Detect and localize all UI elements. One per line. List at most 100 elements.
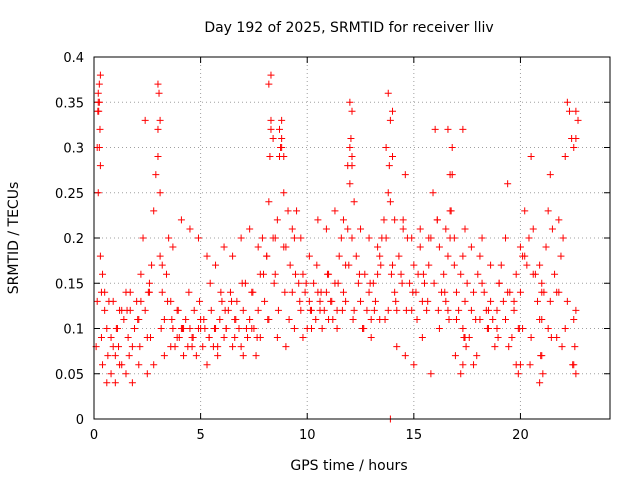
data-point [290,234,298,242]
data-point [450,261,458,269]
data-point [284,207,292,215]
data-point [280,243,288,251]
data-point [366,279,374,287]
data-point [544,325,552,332]
data-point [459,361,467,369]
data-point [474,270,482,278]
data-point [555,216,563,224]
data-point [314,216,322,224]
data-point [523,261,531,269]
data-point [555,288,563,296]
data-point [273,334,281,342]
data-point [267,125,275,133]
data-point [156,189,164,197]
data-point [167,343,175,351]
data-point [536,379,544,387]
data-point [510,306,518,314]
data-point [418,334,426,342]
data-point [322,225,330,233]
data-point [402,306,410,314]
data-point [291,270,299,278]
data-point [258,234,266,242]
data-point [393,306,401,314]
data-point [406,279,414,287]
data-point [445,315,453,323]
data-point [164,297,172,305]
data-point [539,370,547,378]
data-point [296,297,304,305]
data-point [280,153,288,161]
data-point [124,334,132,342]
data-point [504,180,512,188]
data-point [157,325,165,332]
x-tick-label: 20 [512,428,529,443]
data-point [165,234,173,242]
data-point [569,361,577,369]
data-point [476,252,484,260]
data-point [299,270,307,278]
data-point [229,343,237,351]
data-point [271,234,279,242]
data-point [325,315,333,323]
data-point [160,352,168,360]
data-point [548,225,556,233]
data-point [546,297,554,305]
data-point [137,270,145,278]
data-point [299,334,307,342]
data-point [218,297,226,305]
data-point [357,297,365,305]
data-point [376,252,384,260]
data-point [297,234,305,242]
y-tick-label: 0.05 [55,368,84,383]
data-point [94,107,102,115]
data-point [237,234,245,242]
data-point [316,297,324,305]
data-point [401,352,409,360]
data-point [516,288,524,296]
data-point [512,270,520,278]
y-tick-label: 0 [76,413,84,428]
data-point [222,325,230,332]
data-point [270,279,278,287]
x-tick-label: 10 [299,428,316,443]
data-point [107,334,115,342]
data-point [169,325,177,332]
data-point [572,134,580,142]
data-point [285,315,293,323]
data-point [143,370,151,378]
data-point [274,306,282,314]
data-point [502,234,510,242]
data-point [155,89,163,97]
data-point [389,107,397,115]
data-point [457,270,465,278]
data-point [386,198,394,206]
data-point [461,225,469,233]
data-point [434,306,442,314]
data-point [572,107,580,115]
data-point [331,207,339,215]
data-point [282,343,290,351]
data-point [154,153,162,161]
data-point [131,325,139,332]
data-point [307,325,315,332]
data-point [244,334,252,342]
data-point [109,297,117,305]
data-point [397,270,405,278]
data-point [94,89,102,97]
data-point [96,162,104,170]
data-point [462,343,470,351]
data-point [141,116,149,124]
data-point [423,306,431,314]
data-point [220,243,228,251]
data-point [348,107,356,115]
data-point [350,198,358,206]
data-point [571,343,579,351]
data-point [318,325,326,332]
data-point [263,252,271,260]
data-point [254,306,262,314]
data-point [380,216,388,224]
data-point [455,306,463,314]
data-point [521,252,529,260]
data-point [295,279,303,287]
data-point [430,279,438,287]
